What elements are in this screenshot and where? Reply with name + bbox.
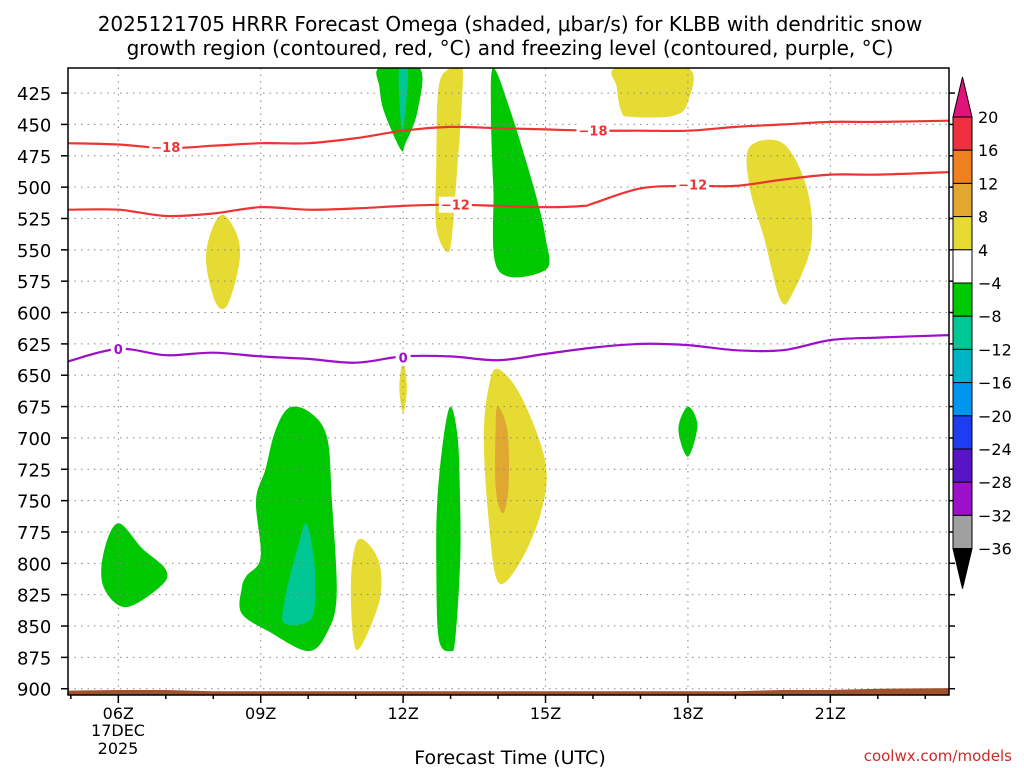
- grid-lines: [68, 68, 949, 695]
- colorbar-swatch: [952, 415, 973, 450]
- colorbar-swatch: [952, 448, 973, 483]
- contour-label: 0: [399, 352, 408, 367]
- colorbar-label: 16: [978, 141, 998, 160]
- colorbar-label: 8: [978, 208, 988, 227]
- contour-label: −18: [151, 141, 180, 156]
- colorbar-swatch: [952, 249, 973, 284]
- colorbar-swatch: [952, 149, 973, 184]
- x-axis-time: 06Z 09Z 12Z 15Z 18Z 21Z: [70, 695, 927, 723]
- y-tick-label: 450: [17, 115, 51, 136]
- colorbar-label: 4: [978, 241, 988, 260]
- colorbar-label: −24: [978, 440, 1012, 459]
- y-tick-label: 625: [17, 335, 51, 356]
- y-tick-label: 675: [17, 398, 51, 419]
- date-label-day: 17DEC: [91, 721, 145, 740]
- y-tick-label: 650: [17, 366, 51, 387]
- x-tick-label: 12Z: [387, 704, 418, 723]
- contour-label-bg: [110, 340, 126, 357]
- colorbar-swatch: [952, 182, 973, 218]
- x-tick-label: 21Z: [815, 704, 846, 723]
- colorbar-swatch: [952, 116, 973, 151]
- y-tick-label: 725: [17, 460, 51, 481]
- colorbar-label: −28: [978, 473, 1012, 492]
- colorbar-label: −4: [978, 274, 1002, 293]
- colorbar-swatch: [952, 348, 973, 384]
- x-tick-label: 18Z: [672, 704, 703, 723]
- y-tick-label: 750: [17, 492, 51, 513]
- y-axis-pressure: 425 450 475 500 525 550 575 600 625 650 675 700 725 7…: [17, 84, 955, 701]
- omega-region-14: [398, 68, 409, 131]
- y-tick-label: 775: [17, 523, 51, 544]
- plot-area: −18 −18 −12 −12 0 0: [67, 67, 950, 696]
- colorbar-label: −16: [978, 374, 1012, 393]
- contour-label-bg: [438, 196, 472, 213]
- y-tick-label: 900: [17, 680, 51, 701]
- omega-region-13: [678, 406, 698, 457]
- contour-label: 0: [114, 343, 123, 358]
- omega-region-9: [490, 68, 550, 278]
- date-label-year: 2025: [98, 739, 139, 758]
- y-tick-label: 850: [17, 617, 51, 638]
- contour-label-bg: [395, 349, 411, 366]
- colorbar-swatch: [952, 382, 973, 417]
- omega-region-7: [495, 406, 510, 514]
- colorbar-swatch: [952, 514, 973, 550]
- y-tick-label: 525: [17, 209, 51, 230]
- plot-frame: [67, 67, 950, 696]
- omega-region-1: [611, 68, 694, 118]
- contour-line-0: [68, 119, 949, 150]
- colorbar-swatch: [952, 481, 973, 516]
- colorbar-top-arrow: [952, 76, 973, 118]
- contour-label: −12: [441, 199, 470, 214]
- omega-region-12: [436, 406, 461, 652]
- contour-label-bg: [149, 139, 183, 156]
- colorbar-label: 12: [978, 174, 998, 193]
- colorbar-label: −32: [978, 506, 1012, 525]
- contour-line-2: [68, 334, 949, 364]
- ground-layer: [68, 688, 949, 695]
- colorbar-label: 20: [978, 108, 998, 127]
- chart-title-line2: growth region (contoured, red, °C) and f…: [127, 36, 894, 60]
- y-tick-label: 800: [17, 554, 51, 575]
- x-tick-label: 15Z: [530, 704, 561, 723]
- y-tick-label: 600: [17, 304, 51, 325]
- y-tick-label: 700: [17, 429, 51, 450]
- colorbar-label: −36: [978, 540, 1012, 559]
- y-tick-label: 425: [17, 84, 51, 105]
- watermark: coolwx.com/models: [864, 747, 1012, 765]
- contour-label-bg: [576, 122, 610, 139]
- y-tick-label: 825: [17, 586, 51, 607]
- colorbar-bottom-arrow: [952, 548, 973, 589]
- omega-shading: [101, 68, 813, 652]
- y-tick-label: 875: [17, 648, 51, 669]
- x-tick-label: 06Z: [103, 704, 134, 723]
- x-axis-title: Forecast Time (UTC): [414, 747, 605, 768]
- y-tick-label: 550: [17, 241, 51, 262]
- contour-label: −12: [678, 179, 707, 194]
- colorbar-swatch: [952, 282, 973, 317]
- contour-label-bg: [676, 176, 710, 193]
- omega-region-15: [282, 523, 316, 626]
- colorbar-legend: 20 16 12 8 4 −4 −8 −12 −16 −20 −24 −28 −32 −36: [952, 76, 1012, 589]
- colorbar-label: −12: [978, 340, 1012, 359]
- ground-fill: [68, 688, 949, 695]
- colorbar-swatch: [952, 315, 973, 350]
- colorbar-label: −20: [978, 407, 1012, 426]
- x-tick-label: 09Z: [245, 704, 276, 723]
- omega-region-10: [101, 523, 168, 608]
- colorbar-swatch: [952, 216, 973, 251]
- colorbar-label: −8: [978, 307, 1002, 326]
- y-tick-label: 575: [17, 272, 51, 293]
- temperature-contours: −18 −18 −12 −12 0 0: [68, 119, 949, 367]
- omega-region-3: [205, 214, 241, 310]
- omega-region-2: [746, 139, 813, 305]
- y-tick-label: 475: [17, 147, 51, 168]
- omega-region-5: [350, 538, 382, 651]
- y-tick-label: 500: [17, 178, 51, 199]
- contour-line-1: [68, 171, 949, 218]
- chart-title-line1: 2025121705 HRRR Forecast Omega (shaded, …: [98, 12, 923, 36]
- contour-label: −18: [579, 125, 608, 140]
